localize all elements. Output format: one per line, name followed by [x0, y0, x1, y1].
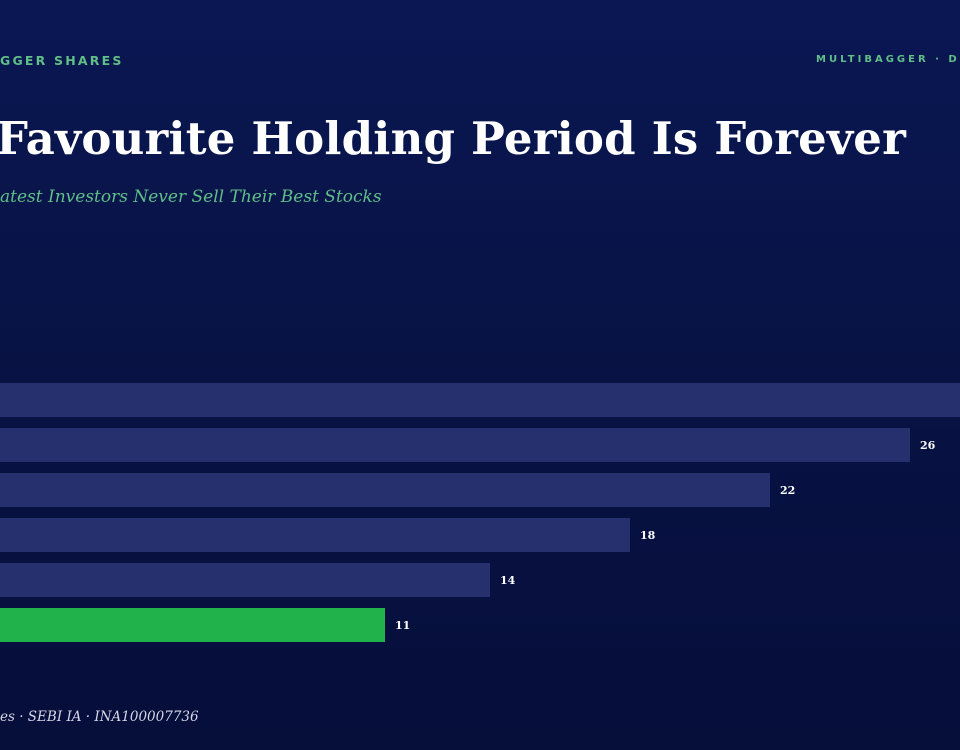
bar-5	[0, 608, 385, 642]
page-subtitle: atest Investors Never Sell Their Best St…	[0, 187, 382, 207]
page-title: Favourite Holding Period Is Forever	[0, 112, 907, 165]
bar-3	[0, 518, 630, 552]
bar-value-label-1: 26	[920, 439, 936, 452]
footer-disclaimer: es · SEBI IA · INA100007736	[0, 709, 199, 725]
bar-1	[0, 428, 910, 462]
bar-value-label-3: 18	[640, 529, 656, 542]
brand-right: MULTIBAGGER · D	[816, 54, 960, 65]
bar-value-label-5: 11	[395, 619, 410, 632]
bar-4	[0, 563, 490, 597]
bar-2	[0, 473, 770, 507]
bar-0	[0, 383, 960, 417]
bar-value-label-4: 14	[500, 574, 516, 587]
bar-value-label-2: 22	[780, 484, 795, 497]
brand-left: GGER SHARES	[0, 53, 124, 68]
